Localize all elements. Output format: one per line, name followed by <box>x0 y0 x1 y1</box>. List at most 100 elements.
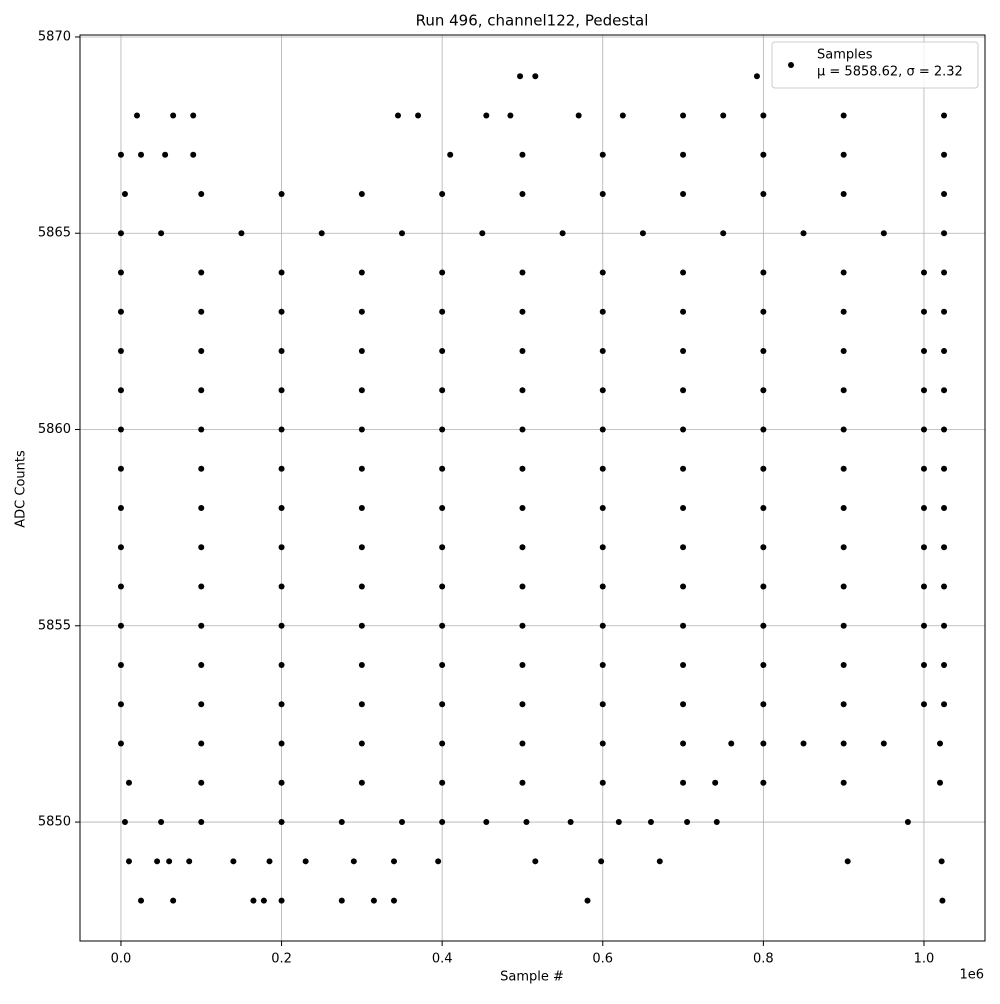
point <box>680 701 687 708</box>
point <box>519 308 526 315</box>
point <box>941 348 948 355</box>
point <box>250 897 257 904</box>
point <box>390 858 397 865</box>
point <box>937 740 944 747</box>
point <box>358 779 365 786</box>
point <box>840 190 847 197</box>
x-tick-label: 0.4 <box>432 952 453 967</box>
point <box>399 819 406 826</box>
point <box>198 662 205 669</box>
point <box>266 858 273 865</box>
point <box>117 426 124 433</box>
point <box>728 740 735 747</box>
point <box>278 740 285 747</box>
point <box>519 740 526 747</box>
point <box>447 151 454 158</box>
point <box>680 583 687 590</box>
point <box>198 701 205 708</box>
point <box>656 858 663 865</box>
point <box>760 465 767 472</box>
point <box>435 858 442 865</box>
point <box>920 308 927 315</box>
point <box>941 269 948 276</box>
point <box>599 426 606 433</box>
point <box>840 269 847 276</box>
point <box>278 583 285 590</box>
chart-title: Run 496, channel122, Pedestal <box>416 12 649 30</box>
point <box>125 858 132 865</box>
point <box>760 701 767 708</box>
point <box>939 897 946 904</box>
point <box>941 308 948 315</box>
point <box>840 505 847 512</box>
point <box>198 190 205 197</box>
point <box>278 387 285 394</box>
point <box>358 701 365 708</box>
point <box>599 622 606 629</box>
point <box>532 73 539 80</box>
point <box>753 73 760 80</box>
point <box>584 897 591 904</box>
point <box>941 622 948 629</box>
point <box>599 269 606 276</box>
point <box>439 387 446 394</box>
point <box>117 465 124 472</box>
point <box>760 387 767 394</box>
point <box>840 387 847 394</box>
point <box>358 269 365 276</box>
point <box>198 819 205 826</box>
point <box>760 583 767 590</box>
point <box>680 779 687 786</box>
point <box>358 465 365 472</box>
point <box>260 897 267 904</box>
point <box>760 544 767 551</box>
point <box>941 230 948 237</box>
point <box>680 426 687 433</box>
point <box>134 112 141 119</box>
point <box>358 544 365 551</box>
point <box>278 190 285 197</box>
point <box>390 897 397 904</box>
point <box>439 269 446 276</box>
x-tick-label: 0.6 <box>592 952 613 967</box>
point <box>760 779 767 786</box>
point <box>639 230 646 237</box>
point <box>158 230 165 237</box>
point <box>938 858 945 865</box>
point <box>920 505 927 512</box>
point <box>198 740 205 747</box>
point <box>680 662 687 669</box>
point <box>358 740 365 747</box>
point <box>170 112 177 119</box>
y-axis-label: ADC Counts <box>14 450 29 528</box>
point <box>840 779 847 786</box>
point <box>117 544 124 551</box>
point <box>619 112 626 119</box>
point <box>439 348 446 355</box>
point <box>117 662 124 669</box>
point <box>358 583 365 590</box>
x-tick-label: 0.0 <box>111 952 132 967</box>
point <box>760 308 767 315</box>
point <box>519 426 526 433</box>
point <box>760 662 767 669</box>
point <box>920 544 927 551</box>
point <box>358 348 365 355</box>
y-tick-label: 5865 <box>38 226 71 241</box>
point <box>358 505 365 512</box>
point <box>920 465 927 472</box>
point <box>680 308 687 315</box>
point <box>840 465 847 472</box>
point <box>760 622 767 629</box>
point <box>599 348 606 355</box>
point <box>680 269 687 276</box>
point <box>198 387 205 394</box>
point <box>370 897 377 904</box>
point <box>117 583 124 590</box>
point <box>519 387 526 394</box>
point <box>760 348 767 355</box>
point <box>358 426 365 433</box>
point <box>519 583 526 590</box>
point <box>439 779 446 786</box>
point <box>479 230 486 237</box>
